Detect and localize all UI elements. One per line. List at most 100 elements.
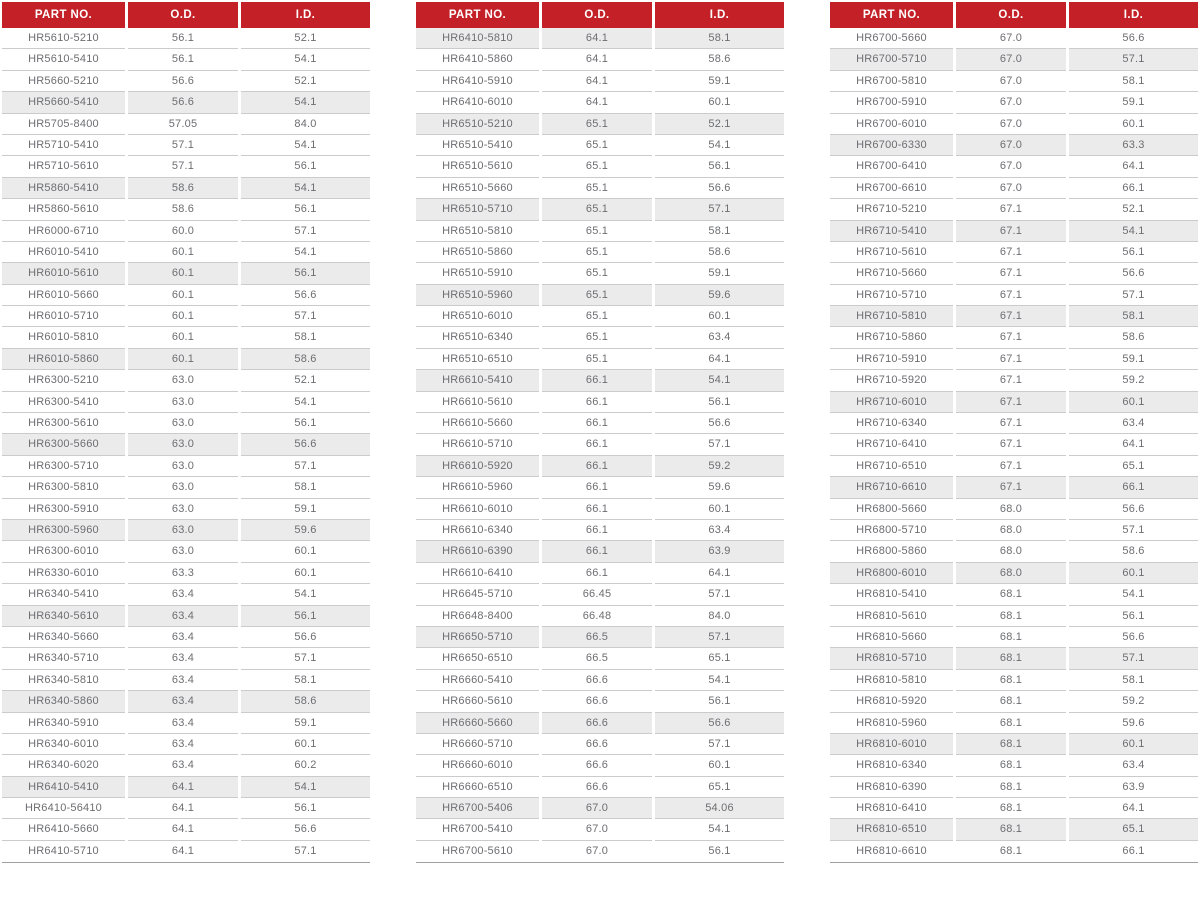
id-cell: 66.1 [1069, 178, 1198, 200]
part-no-cell: HR6810-6390 [830, 777, 953, 799]
id-cell: 54.1 [655, 670, 784, 692]
od-cell: 68.1 [999, 844, 1023, 857]
part-no-cell: HR6810-5660 [830, 627, 953, 649]
part-no-cell: HR6810-5810 [830, 670, 953, 692]
part-no-cell: HR6800-5710 [830, 520, 953, 542]
id-cell: 60.1 [1069, 114, 1198, 135]
part-no-cell: HR6330-6010 [2, 563, 125, 585]
od-cell: 66.6 [542, 691, 652, 713]
part-no-cell: HR6710-5710 [830, 285, 953, 307]
od-cell: 60.1 [128, 263, 238, 285]
part-no-cell: HR5660-5410 [2, 92, 125, 114]
id-cell: 59.6 [1069, 713, 1198, 734]
od-cell: 68.1 [956, 777, 1066, 799]
table-row: HR6300-5610 63.0 56.1 [2, 413, 370, 435]
id-cell: 58.1 [1069, 670, 1198, 692]
part-no-cell: HR6010-5860 [2, 348, 125, 371]
part-no-cell: HR6660-5660 [416, 712, 539, 734]
id-cell: 52.1 [1069, 199, 1198, 221]
part-no-cell: HR5710-5410 [2, 135, 125, 157]
od-cell: 67.0 [956, 114, 1066, 135]
od-cell: 60.1 [128, 242, 238, 264]
id-cell: 58.1 [241, 327, 370, 349]
od-cell: 56.6 [128, 92, 238, 114]
id-cell: 54.1 [241, 135, 370, 157]
id-cell: 52.1 [241, 28, 370, 50]
part-no-cell: HR6000-6710 [2, 221, 125, 242]
col-header-part-no: PART NO. [830, 2, 953, 28]
table-row: HR6700-6330 67.0 63.3 [830, 134, 1198, 157]
od-cell: 66.1 [542, 434, 652, 456]
part-no-cell: HR6300-5610 [2, 413, 125, 435]
table-row: HR6700-5610 67.0 56.1 [416, 841, 784, 862]
part-no-cell: HR6510-5810 [416, 221, 539, 242]
od-cell: 66.1 [542, 477, 652, 499]
table-row: HR6700-6410 67.0 64.1 [830, 156, 1198, 178]
id-cell: 57.1 [655, 434, 784, 456]
od-cell: 67.0 [956, 28, 1066, 50]
table-row: HR6510-5910 65.1 59.1 [416, 263, 784, 285]
col-header-part-no: PART NO. [2, 2, 125, 28]
id-cell: 65.1 [1069, 456, 1198, 478]
id-cell: 56.1 [655, 156, 784, 178]
id-cell: 57.1 [655, 626, 784, 649]
id-cell: 59.1 [1069, 349, 1198, 371]
id-cell: 65.1 [655, 777, 784, 799]
part-no-cell: HR6610-6410 [416, 563, 539, 585]
table-row: HR6800-5710 68.0 57.1 [830, 520, 1198, 542]
table-row: HR6810-5920 68.1 59.2 [830, 691, 1198, 713]
table-row: HR6610-5960 66.1 59.6 [416, 477, 784, 499]
part-no-cell: HR6410-5860 [416, 49, 539, 71]
od-cell: 66.1 [542, 370, 652, 392]
part-no-cell: HR5860-5410 [2, 177, 125, 200]
part-no-cell: HR6710-5210 [830, 199, 953, 221]
table-row: HR6810-6340 68.1 63.4 [830, 755, 1198, 777]
part-no-cell: HR6660-5410 [416, 670, 539, 692]
od-cell: 65.1 [542, 178, 652, 200]
part-no-cell: HR6510-5660 [416, 178, 539, 200]
id-cell: 57.1 [1069, 520, 1198, 542]
table-row: HR6800-6010 68.0 60.1 [830, 562, 1198, 585]
od-cell: 64.1 [171, 844, 195, 857]
od-cell: 67.1 [956, 477, 1066, 499]
od-cell: 64.1 [542, 71, 652, 93]
col-header-part-no: PART NO. [416, 2, 539, 28]
od-cell: 66.1 [542, 520, 652, 542]
table-row: HR6340-5710 63.4 57.1 [2, 648, 370, 670]
id-cell: 66.1 [1069, 477, 1198, 499]
od-cell: 66.48 [542, 606, 652, 627]
table-row: HR6340-5660 63.4 56.6 [2, 627, 370, 649]
id-cell: 57.1 [294, 844, 317, 857]
part-no-cell: HR6810-6340 [830, 755, 953, 777]
table-row: HR6710-6010 67.1 60.1 [830, 391, 1198, 414]
id-cell: 57.1 [655, 584, 784, 606]
table-row: HR6700-5410 67.0 54.1 [416, 819, 784, 841]
table-row: HR5705-8400 57.05 84.0 [2, 114, 370, 135]
id-cell: 56.6 [655, 712, 784, 734]
part-no-cell: HR6410-56410 [2, 798, 125, 820]
table-row: HR5610-5210 56.1 52.1 [2, 28, 370, 50]
id-cell: 58.1 [241, 670, 370, 692]
table-row: HR6410-6010 64.1 60.1 [416, 92, 784, 114]
od-cell: 63.0 [128, 456, 238, 478]
od-cell: 65.1 [542, 284, 652, 307]
od-cell: 64.1 [542, 28, 652, 50]
table-row: HR6010-5810 60.1 58.1 [2, 327, 370, 349]
id-cell: 54.1 [1069, 220, 1198, 242]
id-cell: 60.1 [241, 734, 370, 756]
part-no-cell: HR6700-5710 [830, 49, 953, 71]
table-row: HR6710-5410 67.1 54.1 [830, 220, 1198, 242]
od-cell: 63.4 [128, 691, 238, 713]
od-cell: 60.1 [128, 306, 238, 328]
table-row: HR6810-5610 68.1 56.1 [830, 606, 1198, 627]
id-cell: 54.1 [241, 92, 370, 114]
od-cell: 63.4 [128, 755, 238, 777]
part-no-cell: HR6300-5210 [2, 370, 125, 392]
part-no-cell: HR6810-5920 [830, 691, 953, 713]
table-row: HR5710-5410 57.1 54.1 [2, 135, 370, 157]
od-cell: 64.1 [128, 798, 238, 820]
part-no-cell: HR6700-6610 [830, 178, 953, 200]
table-row: HR6410-5810 64.1 58.1 [416, 28, 784, 50]
od-cell: 67.0 [542, 798, 652, 820]
id-cell: 59.1 [1069, 92, 1198, 114]
